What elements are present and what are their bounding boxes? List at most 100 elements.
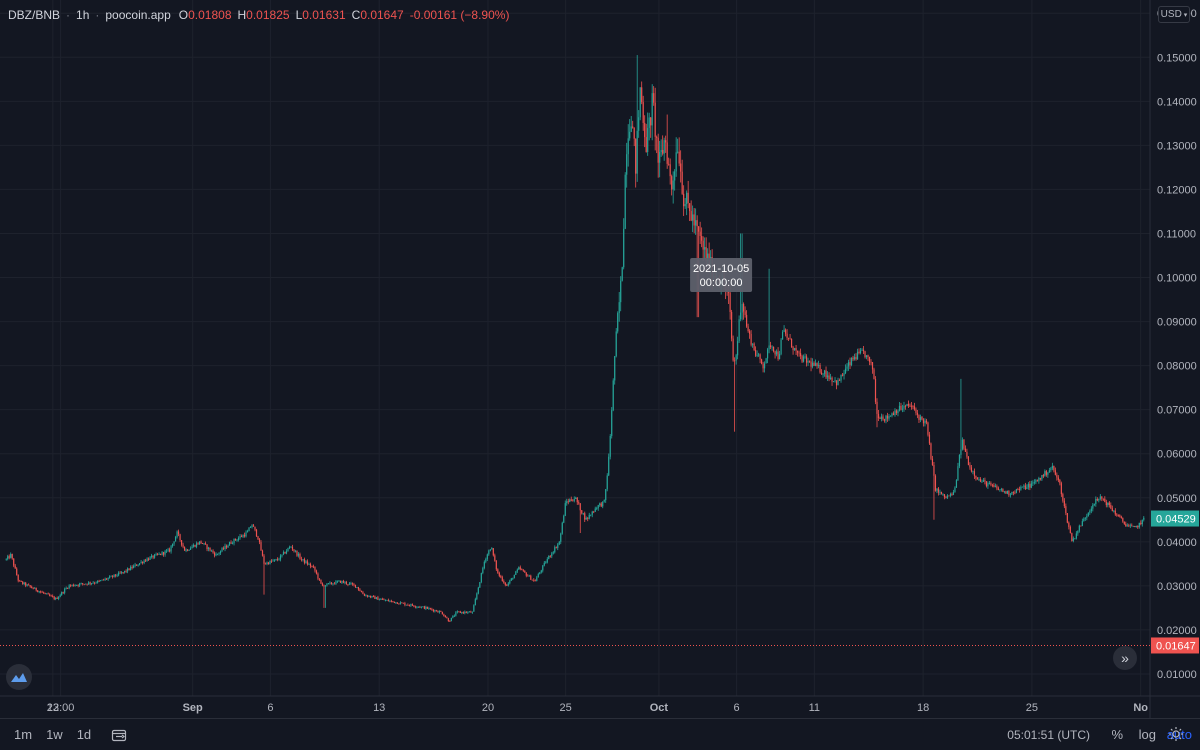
candle-body — [224, 545, 226, 549]
candle-body — [251, 525, 253, 528]
candle-body — [356, 587, 358, 588]
candle-body — [1110, 505, 1112, 509]
candle-body — [841, 374, 844, 376]
candle-body — [967, 456, 970, 466]
candle-body — [807, 360, 809, 363]
candle-body — [557, 544, 559, 548]
candle-body — [438, 611, 440, 613]
gear-icon[interactable] — [1168, 726, 1184, 742]
candle-body — [426, 606, 428, 609]
candle-body — [943, 494, 946, 498]
candle-body — [480, 572, 482, 583]
candle-body — [503, 581, 505, 583]
candle-body — [1042, 475, 1044, 477]
candle-body — [880, 416, 883, 419]
candle-body — [985, 481, 988, 487]
candle-body — [221, 548, 223, 552]
candle-body — [686, 192, 688, 205]
candle-body — [976, 477, 979, 480]
candle-body — [243, 534, 246, 537]
candle-body — [521, 569, 523, 570]
candle-body — [847, 362, 850, 367]
candle-body — [1081, 521, 1083, 527]
candle-body — [324, 585, 327, 587]
candle-body — [572, 500, 574, 502]
price-tick-label: 0.06000 — [1157, 449, 1197, 461]
candle-body — [1135, 526, 1137, 528]
candle-body — [822, 373, 824, 375]
candle-body — [1027, 483, 1029, 488]
interval-label[interactable]: 1h — [76, 8, 90, 22]
timeframe-1w[interactable]: 1w — [46, 727, 63, 742]
candle-body — [398, 603, 400, 605]
candle-body — [473, 605, 475, 612]
candle-body — [927, 422, 929, 435]
log-scale-toggle[interactable]: log — [1138, 727, 1156, 742]
candle-body — [747, 326, 749, 332]
candle-body — [858, 351, 860, 354]
currency-select[interactable]: USD ▾ — [1158, 6, 1190, 23]
candle-body — [260, 542, 262, 551]
candle-body — [657, 137, 659, 163]
chart-overlays: 0.01647 0.04529 2021-10-05 00:00:00 — [0, 258, 1199, 654]
candle-body — [996, 486, 998, 489]
candle-body — [297, 554, 300, 556]
date-range-icon[interactable] — [111, 728, 129, 742]
candle-body — [518, 567, 520, 570]
price-tick-label: 0.13000 — [1157, 140, 1197, 152]
candlestick-series[interactable] — [5, 55, 1145, 622]
tradingview-logo-icon[interactable] — [6, 664, 32, 690]
candle-body — [784, 329, 787, 334]
candle-body — [44, 593, 46, 594]
candle-body — [1030, 483, 1032, 488]
candle-body — [548, 555, 550, 559]
scroll-to-realtime-button[interactable]: » — [1113, 646, 1137, 670]
timeframe-1d[interactable]: 1d — [76, 727, 92, 742]
candle-body — [615, 331, 617, 357]
candle-body — [41, 591, 43, 593]
candle-body — [699, 231, 701, 236]
candle-body — [672, 180, 674, 190]
candle-body — [198, 541, 201, 545]
utc-clock[interactable]: 05:01:51 (UTC) — [1007, 728, 1090, 742]
candle-body — [543, 562, 545, 566]
candle-body — [290, 546, 292, 548]
candle-body — [29, 585, 31, 587]
candle-body — [88, 582, 90, 585]
timeframe-1m[interactable]: 1m — [14, 727, 33, 742]
candle-body — [1116, 514, 1118, 516]
price-chart[interactable]: 0.160000.150000.140000.130000.120000.110… — [0, 0, 1200, 718]
candle-body — [92, 582, 94, 584]
candle-body — [443, 614, 445, 617]
candle-body — [826, 375, 829, 378]
candle-body — [683, 193, 685, 207]
price-tick-label: 0.11000 — [1157, 228, 1196, 240]
candle-body — [1053, 465, 1055, 471]
candle-body — [626, 154, 628, 175]
candle-body — [1045, 471, 1047, 475]
candle-body — [639, 87, 641, 118]
candle-body — [1021, 486, 1023, 488]
candle-body — [624, 174, 626, 229]
candle-body — [1134, 526, 1136, 528]
symbol-name[interactable]: DBZ/BNB — [8, 8, 61, 22]
candle-body — [471, 611, 473, 613]
candle-body — [314, 566, 316, 571]
candle-body — [861, 349, 863, 351]
candle-body — [576, 497, 578, 503]
candle-body — [949, 493, 952, 496]
candle-body — [115, 574, 117, 576]
candle-body — [915, 409, 917, 413]
time-tick-label: 20 — [482, 702, 494, 714]
percent-scale-toggle[interactable]: % — [1111, 727, 1123, 742]
candle-body — [740, 312, 742, 320]
candle-body — [136, 564, 138, 566]
candle-body — [32, 587, 34, 589]
candle-body — [536, 577, 538, 581]
candle-body — [588, 514, 590, 519]
candle-body — [192, 544, 195, 547]
candle-body — [100, 580, 102, 582]
candle-body — [1141, 519, 1143, 525]
candle-body — [276, 559, 279, 560]
